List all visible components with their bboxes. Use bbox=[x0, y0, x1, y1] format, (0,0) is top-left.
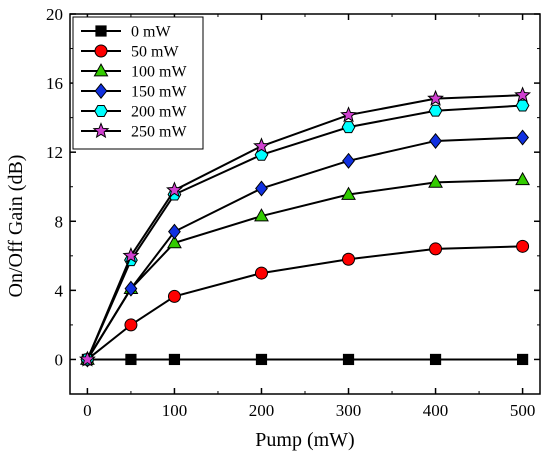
data-point bbox=[124, 318, 138, 332]
axes: 0 100 200 300 400 500 0 4 8 12 16 20 bbox=[46, 5, 541, 420]
y-tick-label: 0 bbox=[55, 350, 64, 369]
legend-label: 150 mW bbox=[131, 84, 187, 101]
data-point bbox=[516, 239, 530, 253]
data-point bbox=[122, 246, 140, 263]
data-point bbox=[253, 137, 270, 154]
data-point bbox=[167, 289, 181, 303]
series-layer bbox=[78, 86, 532, 368]
data-point bbox=[516, 129, 529, 146]
x-tick-label: 0 bbox=[83, 401, 92, 420]
data-point bbox=[95, 25, 107, 37]
legend: 0 mW 50 mW 100 mW 150 mW 200 mW 250 mW bbox=[72, 16, 204, 150]
data-point bbox=[78, 350, 96, 367]
series-line bbox=[86, 245, 523, 361]
data-point bbox=[94, 44, 108, 58]
x-axis-title: Pump (mW) bbox=[255, 429, 354, 451]
data-point bbox=[125, 353, 137, 366]
legend-label: 200 mW bbox=[131, 104, 187, 121]
data-point bbox=[254, 266, 268, 280]
data-point bbox=[427, 89, 444, 106]
legend-entry: 50 mW bbox=[81, 44, 179, 61]
x-tick-label: 400 bbox=[423, 401, 449, 420]
y-tick-label: 12 bbox=[46, 143, 63, 162]
y-tick-label: 20 bbox=[46, 5, 63, 24]
legend-entry: 200 mW bbox=[81, 104, 187, 121]
data-point bbox=[429, 353, 442, 366]
series-100-mw bbox=[80, 171, 530, 365]
data-point bbox=[255, 353, 268, 366]
data-point bbox=[255, 180, 268, 197]
y-tick-label: 8 bbox=[55, 212, 64, 231]
series-0-mw bbox=[81, 353, 529, 366]
legend-entry: 100 mW bbox=[81, 63, 187, 81]
y-axis-title: On/Off Gain (dB) bbox=[5, 155, 27, 298]
data-point bbox=[168, 353, 181, 366]
data-point bbox=[124, 280, 138, 297]
data-point bbox=[428, 174, 443, 188]
legend-entry: 250 mW bbox=[81, 122, 187, 141]
x-tick-label: 200 bbox=[249, 401, 275, 420]
data-point bbox=[516, 353, 529, 366]
legend-entry: 0 mW bbox=[81, 24, 171, 41]
data-point bbox=[342, 353, 355, 366]
data-point bbox=[168, 223, 181, 240]
data-point bbox=[341, 121, 356, 134]
legend-label: 100 mW bbox=[131, 64, 187, 81]
x-tick-label: 500 bbox=[510, 401, 536, 420]
data-point bbox=[340, 106, 357, 123]
data-point bbox=[93, 63, 109, 77]
data-point bbox=[166, 181, 183, 198]
data-point bbox=[342, 252, 356, 266]
legend-label: 0 mW bbox=[131, 24, 171, 41]
data-point bbox=[514, 86, 532, 103]
series-250-mw bbox=[78, 86, 532, 367]
legend-entry: 150 mW bbox=[81, 82, 187, 101]
data-point bbox=[94, 82, 108, 100]
y-tick-label: 4 bbox=[55, 281, 64, 300]
x-tick-label: 100 bbox=[162, 401, 188, 420]
series-50-mw bbox=[80, 239, 530, 366]
data-point bbox=[428, 104, 443, 117]
data-point bbox=[341, 186, 356, 200]
data-point bbox=[342, 152, 355, 169]
series-line bbox=[86, 178, 523, 360]
legend-box bbox=[72, 16, 204, 150]
data-point bbox=[94, 105, 108, 117]
data-point bbox=[92, 122, 110, 139]
data-point bbox=[429, 242, 443, 256]
data-point bbox=[515, 171, 530, 186]
x-tick-label: 300 bbox=[336, 401, 362, 420]
legend-label: 250 mW bbox=[131, 124, 187, 141]
y-tick-label: 16 bbox=[46, 74, 63, 93]
legend-label: 50 mW bbox=[131, 44, 179, 61]
data-point bbox=[167, 234, 182, 249]
data-point bbox=[429, 132, 442, 149]
data-point bbox=[254, 208, 269, 222]
